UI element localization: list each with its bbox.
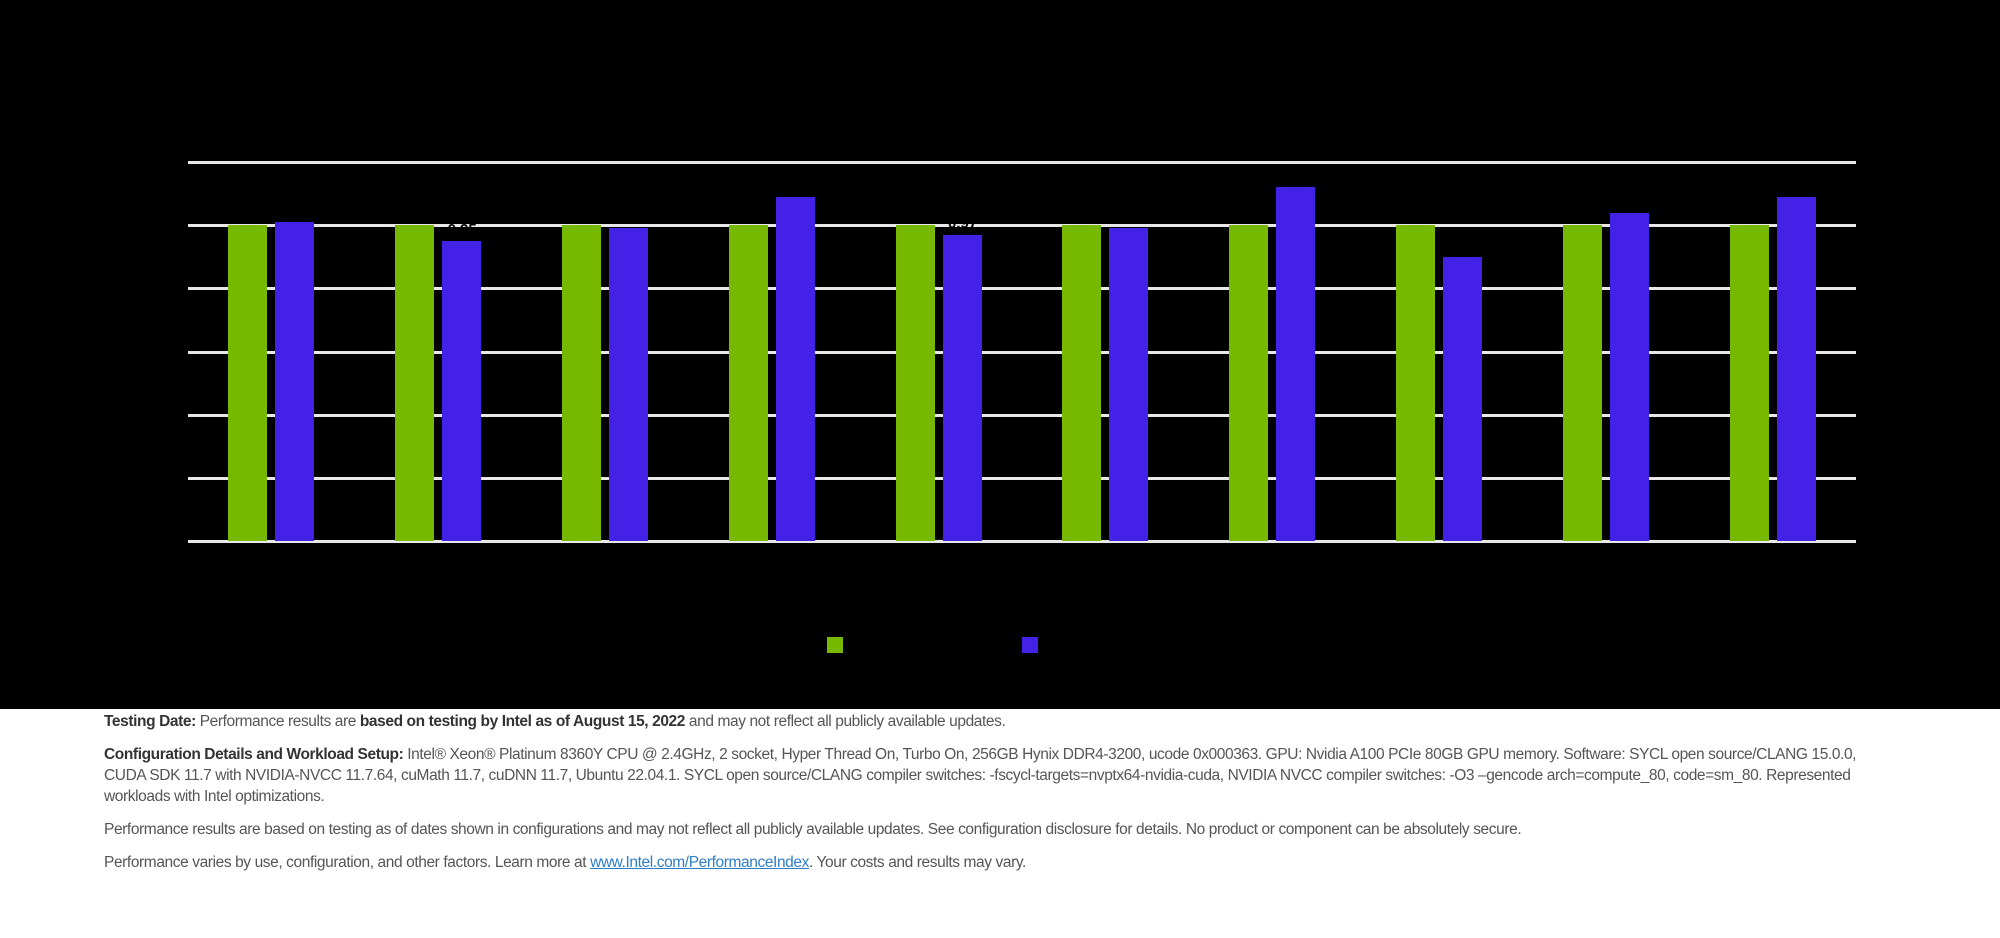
bar-series-a [895, 225, 935, 541]
bar-value-label: 1.00 [900, 205, 931, 223]
config-note: Configuration Details and Workload Setup… [104, 744, 1864, 807]
bar-series-a [1396, 225, 1435, 541]
bar-value-label: 1.00 [1734, 205, 1765, 223]
bar-value-label: 1.00 [1401, 205, 1431, 223]
chart-legend: Series A (baseline) Series B [0, 636, 2000, 653]
bar-value-label: 1.00 [1067, 205, 1097, 223]
gridline [188, 540, 1856, 543]
bar-value-label: 0.90 [1448, 236, 1478, 254]
bar-value-label: 1.09 [781, 176, 811, 194]
bar-value-label: 1.04 [1615, 192, 1645, 210]
bar-value-label: 0.99 [1114, 208, 1144, 226]
bar-series-b [442, 240, 482, 541]
bar-series-a [728, 225, 768, 541]
config-text: Intel® Xeon® Platinum 8360Y CPU @ 2.4GHz… [104, 746, 1857, 805]
bar-series-b [275, 222, 315, 541]
footnotes: Testing Date: Performance results are ba… [104, 711, 1864, 885]
bar-value-label: 1.01 [280, 202, 310, 219]
legend-swatch [1022, 637, 1038, 653]
gridline [188, 476, 1856, 480]
gridline [188, 350, 1856, 354]
legend-swatch [827, 637, 843, 653]
bar-series-a [395, 225, 435, 541]
gridline [188, 224, 1856, 228]
bar-value-label: 0.99 [614, 208, 644, 226]
bar-series-b [609, 228, 648, 541]
bar-series-a [1729, 225, 1769, 541]
bar-value-label: 1.00 [1234, 205, 1264, 223]
plot-area: 1.00 1.01 1.00 0.95 1.00 0.99 1.00 1.09 1.00 0.97… [188, 161, 1856, 543]
bar-value-label: 1.00 [400, 205, 430, 223]
bar-value-label: 1.00 [567, 205, 597, 223]
bar-value-label: 1.09 [1781, 176, 1812, 194]
bar-series-a [1062, 225, 1102, 541]
testing-date-pre: Performance results are [195, 713, 360, 730]
performance-varies-note: Performance varies by use, configuration… [104, 852, 1864, 873]
chart-panel: 1.00 1.01 1.00 0.95 1.00 0.99 1.00 1.09 1.00 0.97… [0, 0, 2000, 709]
legend-label: Series B [1046, 636, 1103, 653]
config-label: Configuration Details and Workload Setup… [104, 746, 404, 763]
bar-series-b [1443, 256, 1482, 541]
testing-date-bold: based on testing by Intel as of August 1… [359, 713, 686, 730]
bar-series-b [1276, 187, 1316, 541]
testing-date-note: Testing Date: Performance results are ba… [104, 711, 1864, 732]
bar-value-label: 1.00 [233, 205, 263, 223]
gridline [188, 413, 1856, 417]
varies-post: . Your costs and results may vary. [808, 854, 1026, 871]
testing-date-post: and may not reflect all publicly availab… [685, 713, 1006, 730]
legend-label: Series A (baseline) [851, 636, 977, 653]
testing-date-label: Testing Date: [104, 713, 196, 730]
disclaimer-note: Performance results are based on testing… [104, 821, 1522, 838]
bar-value-label: 1.00 [734, 205, 764, 223]
bar-series-a [562, 225, 601, 541]
bar-series-a [228, 225, 268, 541]
varies-pre: Performance varies by use, configuration… [104, 854, 591, 871]
bar-series-b [1109, 228, 1149, 541]
gridline [188, 161, 1856, 164]
gridline [188, 287, 1856, 291]
bar-series-b [1776, 196, 1816, 541]
bar-series-a [1229, 225, 1269, 541]
bar-series-b [775, 196, 815, 541]
bar-series-a [1562, 225, 1602, 541]
bar-value-label: 1.12 [1281, 167, 1311, 185]
bar-value-label: 1.00 [1568, 205, 1598, 223]
bar-series-b [942, 234, 982, 541]
bar-series-b [1609, 212, 1649, 541]
bar-value-label: 0.95 [447, 220, 477, 238]
bar-value-label: 0.97 [947, 214, 978, 232]
performance-index-link[interactable]: www.Intel.com/PerformanceIndex [590, 854, 809, 871]
